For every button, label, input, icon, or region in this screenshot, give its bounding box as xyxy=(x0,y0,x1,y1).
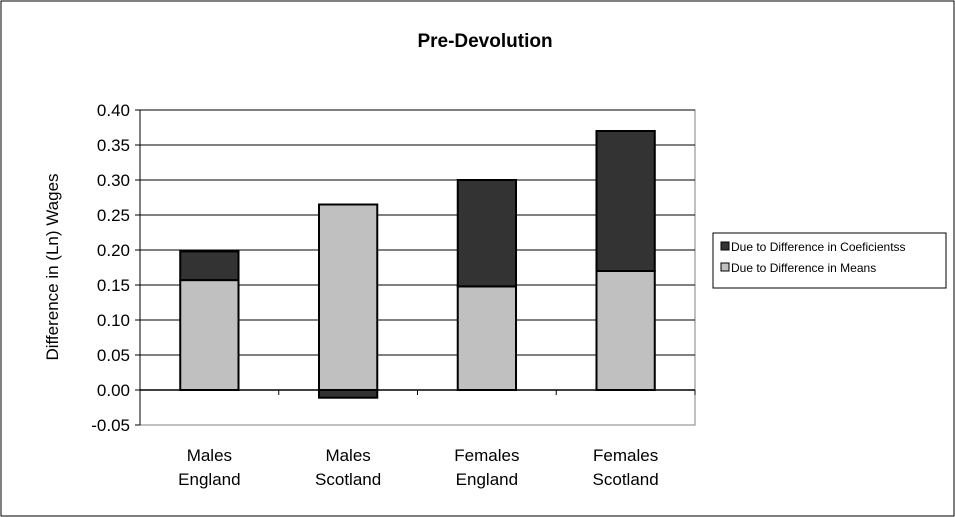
bar-segment xyxy=(317,203,379,391)
bar-segment xyxy=(179,279,240,392)
axes xyxy=(135,109,696,426)
legend-box xyxy=(712,232,947,289)
x-tick-label: Females xyxy=(454,446,519,465)
y-tick-label: 0.00 xyxy=(97,381,130,400)
y-tick-label: 0.40 xyxy=(97,101,130,120)
y-tick-label: 0.10 xyxy=(97,311,130,330)
bar-segment xyxy=(456,179,518,288)
y-tick-label: -0.05 xyxy=(91,416,130,435)
bar-segment xyxy=(595,130,656,272)
x-tick-label: England xyxy=(456,470,518,489)
bar-segment xyxy=(595,270,656,391)
y-tick-label: 0.20 xyxy=(97,241,130,260)
legend-label: Due to Difference in Means xyxy=(731,261,876,275)
x-tick-label: Males xyxy=(325,446,370,465)
bar-segment xyxy=(456,285,518,391)
bar-segment xyxy=(317,389,379,399)
y-axis-label: Difference in (Ln) Wages xyxy=(43,173,62,360)
chart-title: Pre-Devolution xyxy=(417,31,552,52)
y-tick-label: 0.30 xyxy=(97,171,130,190)
bars xyxy=(179,130,656,399)
x-tick-label: Males xyxy=(187,446,232,465)
legend-swatch xyxy=(720,241,730,251)
y-tick-label: 0.15 xyxy=(97,276,130,295)
x-tick-label: Scotland xyxy=(593,470,659,489)
x-tick-label: Scotland xyxy=(315,470,381,489)
x-tick-label: England xyxy=(178,470,240,489)
bar-segment xyxy=(179,250,240,282)
legend-swatch xyxy=(720,262,730,272)
x-tick-label: Females xyxy=(593,446,658,465)
x-tick-labels: Males England Males Scotland Females England F… xyxy=(178,446,659,489)
legend: Due to Difference in Coeficientss Due to … xyxy=(712,232,947,289)
y-tick-labels: -0.05 0.00 0.05 0.10 0.15 0.20 0.25 0.30 0.35 0.4… xyxy=(91,101,130,435)
y-tick-label: 0.25 xyxy=(97,206,130,225)
legend-label: Due to Difference in Coeficientss xyxy=(731,240,906,254)
y-tick-label: 0.35 xyxy=(97,136,130,155)
y-tick-label: 0.05 xyxy=(97,346,130,365)
